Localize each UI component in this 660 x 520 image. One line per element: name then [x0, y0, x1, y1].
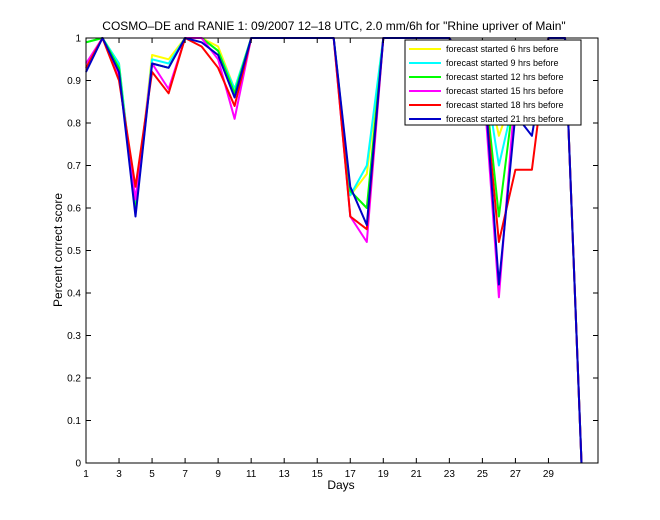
x-axis-label: Days: [327, 478, 354, 492]
x-tick-label: 23: [444, 469, 456, 480]
x-tick-label: 1: [83, 469, 89, 480]
x-tick-label: 13: [279, 469, 291, 480]
legend-label-5: forecast started 18 hrs before: [446, 100, 564, 110]
x-tick-label: 21: [411, 469, 423, 480]
chart-title: COSMO–DE and RANIE 1: 09/2007 12–18 UTC,…: [102, 19, 565, 33]
legend-label-1: forecast started 6 hrs before: [446, 44, 559, 54]
y-tick-label: 0.4: [67, 289, 81, 300]
x-tick-label: 11: [246, 469, 257, 480]
y-tick-label: 0.2: [67, 374, 81, 385]
legend: forecast started 6 hrs before forecast st…: [404, 39, 582, 126]
x-tick-label: 9: [215, 469, 221, 480]
x-tick-label: 17: [345, 469, 357, 480]
y-tick-label: 0.6: [67, 204, 81, 215]
y-tick-label: 0.7: [67, 161, 81, 172]
ticks-layer: 1 3 5 7 9 11 13 15 17 19 21 23 25 27 2900.10.20.30.40.…: [67, 34, 598, 480]
x-tick-label: 5: [149, 469, 155, 480]
y-tick-label: 0.3: [67, 331, 81, 342]
x-tick-label: 29: [543, 469, 555, 480]
x-tick-label: 7: [182, 469, 188, 480]
legend-label-2: forecast started 9 hrs before: [446, 58, 559, 68]
y-tick-label: 0.8: [67, 119, 81, 130]
y-tick-label: 0.1: [67, 416, 81, 427]
legend-box: [404, 39, 582, 126]
y-tick-label: 0.5: [67, 246, 81, 257]
y-axis-label: Percent correct score: [51, 193, 65, 307]
y-tick-label: 0.9: [67, 76, 81, 87]
x-tick-label: 25: [477, 469, 489, 480]
legend-label-6: forecast started 21 hrs before: [446, 114, 564, 124]
legend-label-3: forecast started 12 hrs before: [446, 72, 564, 82]
x-tick-label: 3: [116, 469, 122, 480]
y-tick-label: 1: [75, 34, 81, 45]
x-tick-label: 15: [312, 469, 324, 480]
x-tick-label: 19: [378, 469, 390, 480]
y-tick-label: 0: [75, 459, 81, 470]
x-tick-label: 27: [510, 469, 522, 480]
legend-label-4: forecast started 15 hrs before: [446, 86, 564, 96]
